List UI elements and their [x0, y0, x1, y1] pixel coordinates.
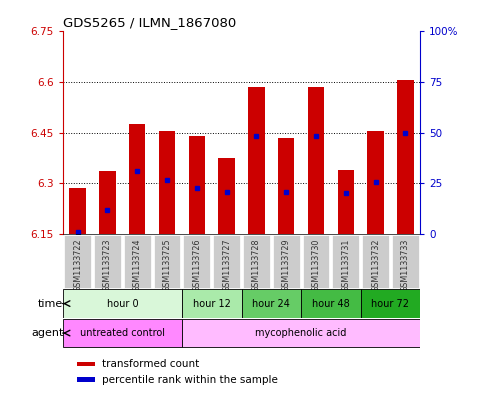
Text: hour 72: hour 72 — [371, 299, 410, 309]
Bar — [63, 289, 182, 318]
Bar — [278, 138, 294, 234]
Bar — [213, 235, 240, 288]
Bar — [361, 289, 420, 318]
Text: hour 48: hour 48 — [312, 299, 350, 309]
Text: agent: agent — [31, 328, 63, 338]
Bar — [129, 124, 145, 234]
Text: hour 12: hour 12 — [193, 299, 231, 309]
Text: transformed count: transformed count — [102, 359, 199, 369]
Bar — [184, 235, 210, 288]
Bar — [63, 319, 182, 347]
Bar — [124, 235, 151, 288]
Bar — [248, 87, 265, 234]
Bar — [362, 235, 389, 288]
Bar — [392, 235, 419, 288]
Text: GDS5265 / ILMN_1867080: GDS5265 / ILMN_1867080 — [63, 16, 236, 29]
Bar — [243, 235, 270, 288]
Bar — [273, 235, 299, 288]
Text: percentile rank within the sample: percentile rank within the sample — [102, 375, 278, 385]
Text: time: time — [38, 299, 63, 309]
Bar — [64, 235, 91, 288]
Text: GSM1133733: GSM1133733 — [401, 238, 410, 292]
Text: GSM1133725: GSM1133725 — [163, 238, 171, 292]
Bar — [77, 362, 95, 366]
Bar — [332, 235, 359, 288]
Bar — [70, 188, 86, 234]
Text: GSM1133728: GSM1133728 — [252, 238, 261, 292]
Bar — [99, 171, 115, 234]
Text: GSM1133730: GSM1133730 — [312, 238, 320, 292]
Text: GSM1133722: GSM1133722 — [73, 238, 82, 292]
Bar — [368, 131, 384, 234]
Text: GSM1133723: GSM1133723 — [103, 238, 112, 292]
Text: GSM1133727: GSM1133727 — [222, 238, 231, 292]
Text: GSM1133729: GSM1133729 — [282, 238, 291, 292]
Bar — [302, 235, 329, 288]
Bar — [182, 289, 242, 318]
Text: hour 24: hour 24 — [252, 299, 290, 309]
Text: mycophenolic acid: mycophenolic acid — [256, 328, 347, 338]
Text: GSM1133724: GSM1133724 — [133, 238, 142, 292]
Text: GSM1133732: GSM1133732 — [371, 238, 380, 292]
Bar — [182, 319, 420, 347]
Bar — [154, 235, 181, 288]
Bar — [94, 235, 121, 288]
Bar — [77, 377, 95, 382]
Bar — [242, 289, 301, 318]
Bar — [308, 87, 324, 234]
Bar — [338, 170, 354, 234]
Text: GSM1133731: GSM1133731 — [341, 238, 350, 292]
Bar — [189, 136, 205, 234]
Bar — [397, 80, 413, 234]
Text: GSM1133726: GSM1133726 — [192, 238, 201, 292]
Text: hour 0: hour 0 — [107, 299, 138, 309]
Text: untreated control: untreated control — [80, 328, 165, 338]
Bar — [218, 158, 235, 234]
Bar — [301, 289, 361, 318]
Bar — [159, 131, 175, 234]
